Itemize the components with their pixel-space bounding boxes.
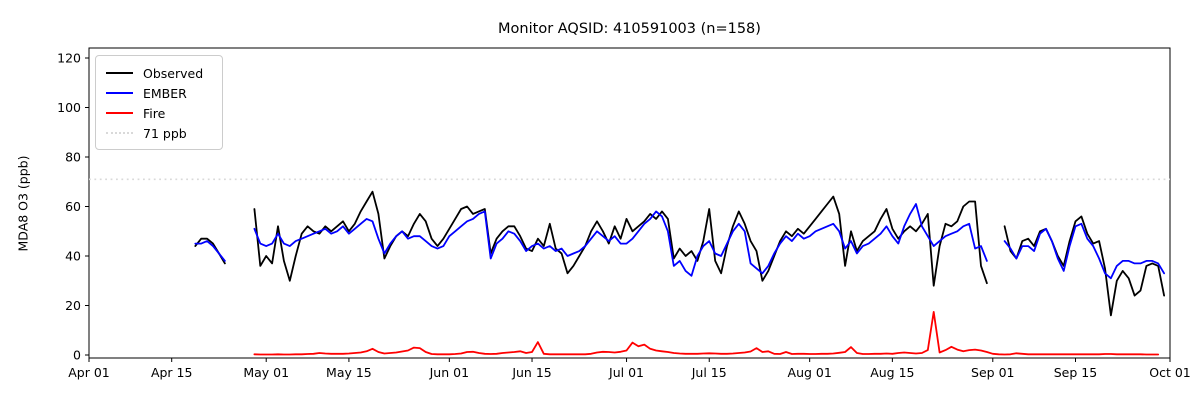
svg-text:May 15: May 15 [326,365,372,380]
svg-text:0: 0 [73,348,81,363]
svg-text:80: 80 [65,150,81,165]
svg-text:Sep 01: Sep 01 [971,365,1014,380]
svg-text:120: 120 [57,51,81,66]
ember-line-swatch [106,92,133,94]
svg-text:Apr 15: Apr 15 [151,365,193,380]
x-axis-ticks: Apr 01 Apr 15 May 01 May 15 Jun 01 Jun 15 Jul … [68,358,1191,380]
legend-label: 71 ppb [143,125,187,141]
legend-item-threshold: 71 ppb [106,123,212,143]
legend-label: Observed [143,65,204,81]
svg-text:Jun 15: Jun 15 [511,365,551,380]
legend-item-fire: Fire [106,103,212,123]
svg-text:Jun 01: Jun 01 [429,365,469,380]
observed-line-swatch [106,72,133,74]
svg-text:May 01: May 01 [243,365,289,380]
svg-text:100: 100 [57,100,81,115]
legend-label: Fire [143,105,166,121]
svg-text:20: 20 [65,298,81,313]
svg-text:Aug 01: Aug 01 [788,365,832,380]
svg-text:40: 40 [65,249,81,264]
svg-text:Jul 01: Jul 01 [608,365,644,380]
data-series-lines [194,190,1165,356]
legend: Observed EMBER Fire 71 ppb [95,55,223,150]
threshold-line-swatch [106,132,133,134]
axes-frame [88,47,1171,359]
svg-text:Sep 15: Sep 15 [1054,365,1097,380]
svg-text:Jul 15: Jul 15 [691,365,727,380]
legend-item-observed: Observed [106,63,212,83]
chart-title: Monitor AQSID: 410591003 (n=158) [498,21,761,37]
svg-text:Apr 01: Apr 01 [68,365,110,380]
legend-item-ember: EMBER [106,83,212,103]
svg-text:Oct 01: Oct 01 [1149,365,1191,380]
legend-label: EMBER [143,85,187,101]
fire-line-swatch [106,112,133,114]
svg-text:Aug 15: Aug 15 [870,365,914,380]
y-axis-ticks: 0 20 40 60 80 100 120 [57,51,89,363]
svg-text:60: 60 [65,199,81,214]
